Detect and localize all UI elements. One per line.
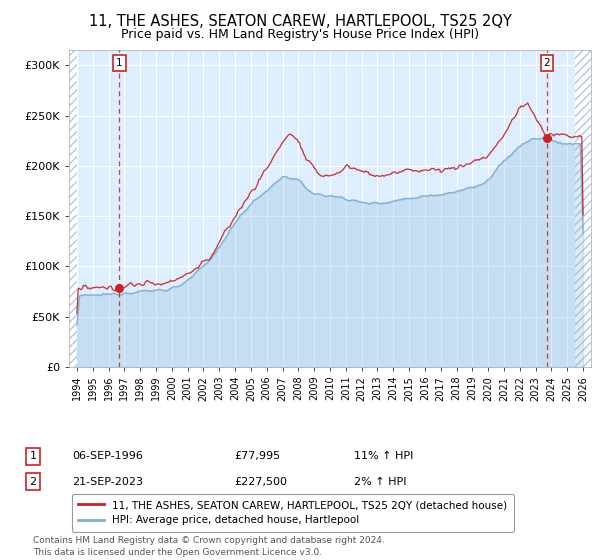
Text: £77,995: £77,995 — [234, 451, 280, 461]
Text: 11, THE ASHES, SEATON CAREW, HARTLEPOOL, TS25 2QY: 11, THE ASHES, SEATON CAREW, HARTLEPOOL,… — [89, 14, 511, 29]
Text: £227,500: £227,500 — [234, 477, 287, 487]
Text: 2: 2 — [544, 58, 550, 68]
Text: 2: 2 — [29, 477, 37, 487]
Text: Contains HM Land Registry data © Crown copyright and database right 2024.
This d: Contains HM Land Registry data © Crown c… — [33, 536, 385, 557]
Text: 11% ↑ HPI: 11% ↑ HPI — [354, 451, 413, 461]
Text: 2% ↑ HPI: 2% ↑ HPI — [354, 477, 407, 487]
Text: Price paid vs. HM Land Registry's House Price Index (HPI): Price paid vs. HM Land Registry's House … — [121, 28, 479, 41]
Text: 1: 1 — [116, 58, 123, 68]
Text: 1: 1 — [29, 451, 37, 461]
Text: 21-SEP-2023: 21-SEP-2023 — [72, 477, 143, 487]
Text: 06-SEP-1996: 06-SEP-1996 — [72, 451, 143, 461]
Legend: 11, THE ASHES, SEATON CAREW, HARTLEPOOL, TS25 2QY (detached house), HPI: Average: 11, THE ASHES, SEATON CAREW, HARTLEPOOL,… — [71, 494, 514, 531]
